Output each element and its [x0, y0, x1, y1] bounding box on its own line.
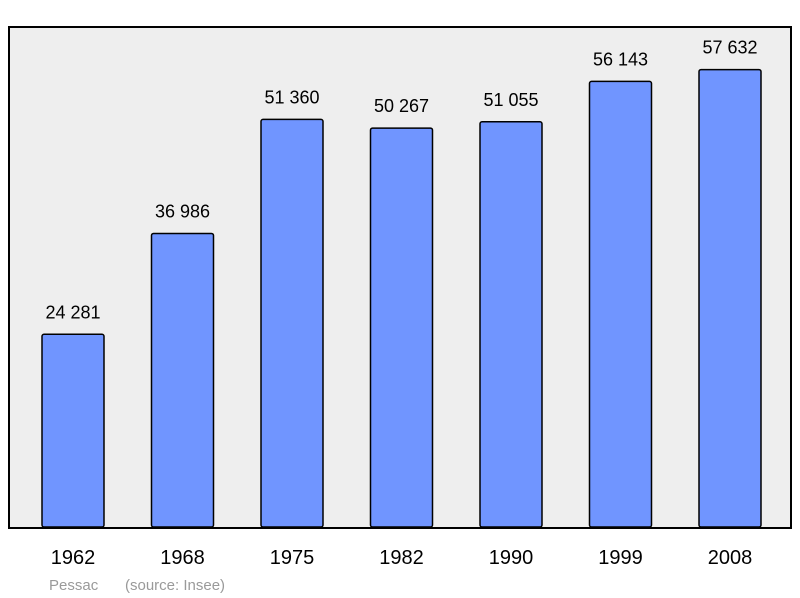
- data-label-1982: 50 267: [374, 96, 429, 116]
- data-label-1962: 24 281: [45, 302, 100, 322]
- x-axis-tick-labels: 1962 1968 1975 1982 1990 1999 2008: [51, 547, 753, 569]
- data-label-1990: 51 055: [483, 90, 538, 110]
- footer-place: Pessac: [49, 577, 99, 594]
- data-label-1968: 36 986: [155, 202, 210, 222]
- data-label-1975: 51 360: [264, 87, 319, 107]
- x-tick-label-1982: 1982: [379, 547, 424, 569]
- bar-2008: [698, 68, 762, 528]
- x-tick-label-1999: 1999: [598, 547, 643, 569]
- x-tick-label-1975: 1975: [270, 547, 315, 569]
- data-label-2008: 57 632: [702, 38, 757, 58]
- bar-1962: [41, 333, 105, 528]
- x-tick-label-2008: 2008: [708, 547, 753, 569]
- bar-1982: [369, 127, 434, 528]
- value-labels-layer: 24 281 36 986 51 360 50 267 51 055 56 143 57 6…: [45, 38, 757, 323]
- bar-1975: [260, 118, 324, 528]
- x-tick-label-1968: 1968: [160, 547, 205, 569]
- footer-source: (source: Insee): [125, 577, 225, 594]
- data-label-1999: 56 143: [593, 49, 648, 69]
- bar-1999: [588, 80, 653, 528]
- bar-1968: [150, 232, 215, 528]
- x-tick-label-1962: 1962: [51, 547, 96, 569]
- bars-layer: [41, 68, 762, 528]
- x-tick-label-1990: 1990: [489, 547, 534, 569]
- bar-1990: [479, 121, 543, 528]
